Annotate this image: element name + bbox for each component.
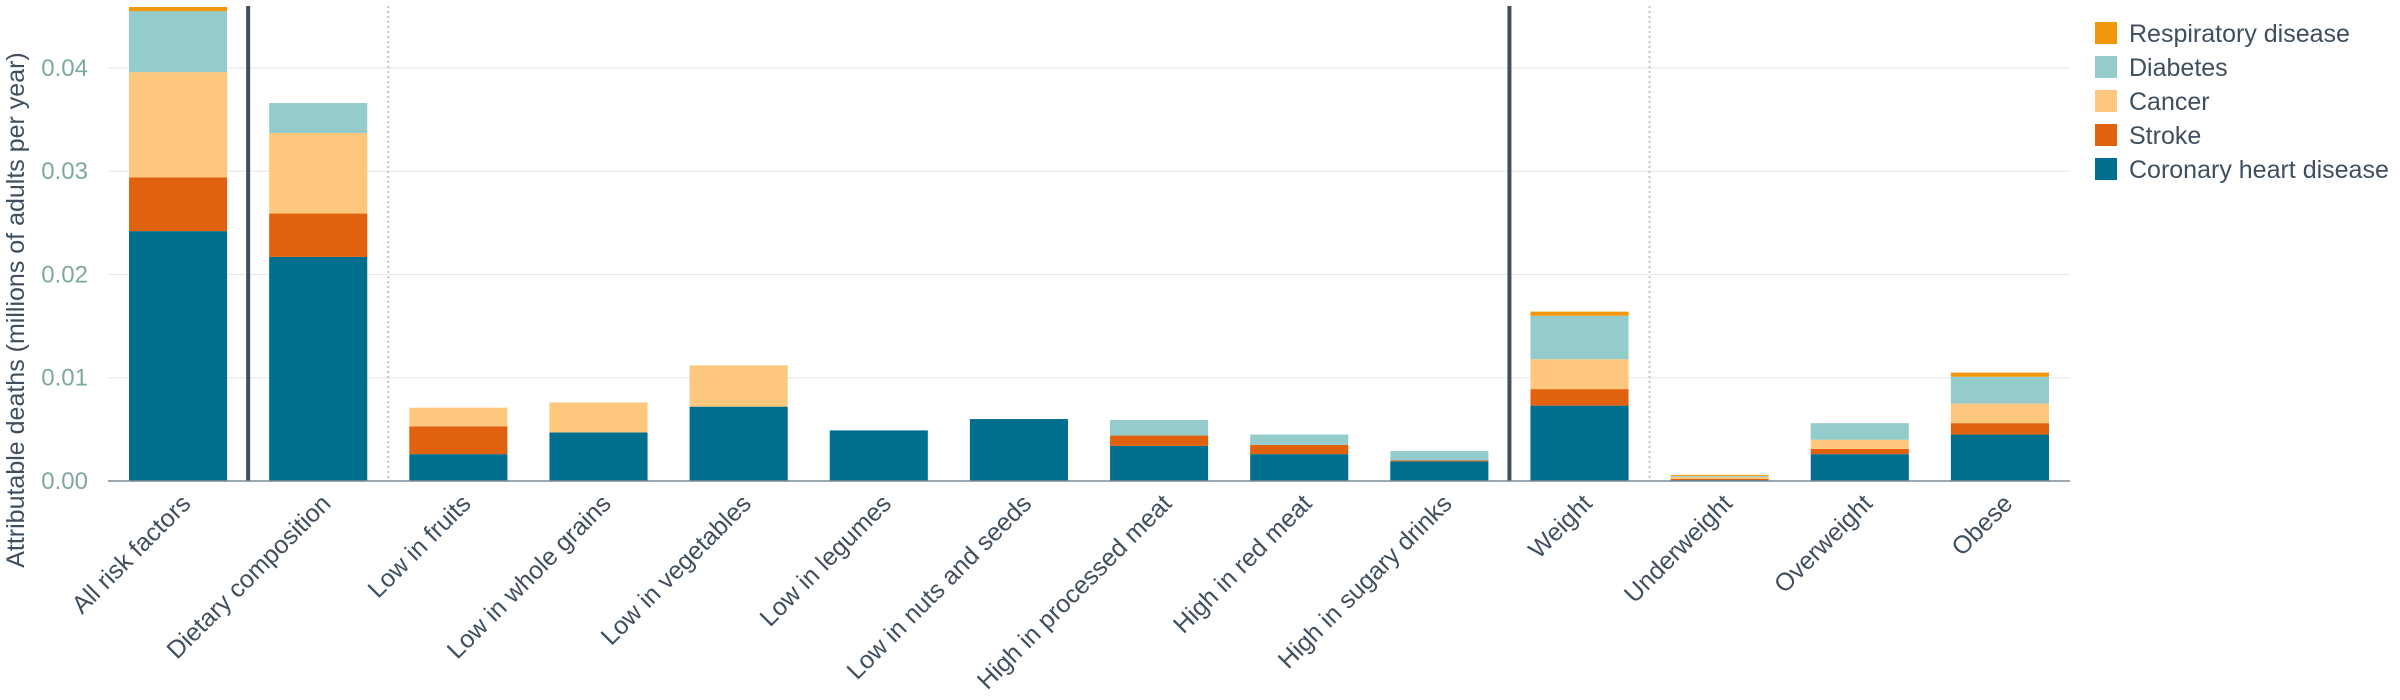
legend-label: Diabetes (2129, 54, 2228, 82)
x-tick-label: Underweight (1619, 489, 1738, 608)
bar-segment-coronary-heart-disease (689, 406, 788, 481)
bar-segment-respiratory-disease (1670, 474, 1769, 476)
x-tick-label: Weight (1523, 489, 1598, 564)
bar-segment-coronary-heart-disease (1810, 454, 1909, 481)
bar-segment-stroke (409, 426, 508, 455)
legend-label: Respiratory disease (2129, 20, 2350, 48)
bar-group-low-in-nuts-and-seeds (969, 419, 1068, 481)
bar-segment-diabetes (1670, 475, 1769, 477)
bar-segment-cancer (1670, 476, 1769, 479)
bar-segment-diabetes (1810, 423, 1909, 440)
legend-label: Coronary heart disease (2129, 156, 2389, 184)
bar-group-overweight (1810, 423, 1909, 481)
bar-group-underweight (1670, 474, 1769, 481)
bar-segment-stroke (269, 213, 368, 257)
y-axis-ticks: 0.00 0.01 0.02 0.03 0.04 (41, 55, 88, 495)
bar-group-weight (1530, 311, 1629, 481)
bar-segment-cancer (269, 133, 368, 214)
bar-segment-cancer (1810, 439, 1909, 449)
y-tick-label: 0.03 (41, 158, 88, 185)
bar-segment-diabetes (1530, 315, 1629, 360)
bar-group-high-in-processed-meat (1110, 420, 1209, 481)
bar-segment-respiratory-disease (1530, 311, 1629, 316)
legend-item-cancer: Cancer (2095, 88, 2210, 116)
legend-item-stroke: Stroke (2095, 122, 2201, 150)
bar-segment-stroke (1810, 448, 1909, 455)
legend-item-diabetes: Diabetes (2095, 54, 2228, 82)
legend-item-coronary-heart-disease: Coronary heart disease (2095, 156, 2389, 184)
bar-segment-coronary-heart-disease (1390, 461, 1489, 481)
bar-segment-diabetes (1390, 451, 1489, 461)
bar-group-high-in-sugary-drinks (1390, 451, 1489, 481)
bar-segment-stroke (1250, 444, 1349, 455)
bar-segment-diabetes (269, 103, 368, 134)
bar-segment-coronary-heart-disease (1110, 445, 1209, 481)
legend-swatch (2095, 124, 2117, 146)
legend-swatch (2095, 158, 2117, 180)
bar-group-low-in-whole-grains (549, 402, 648, 481)
x-tick-label: Obese (1946, 489, 2018, 561)
x-tick-label: Low in fruits (362, 489, 476, 603)
legend-label: Cancer (2129, 88, 2210, 116)
legend-label: Stroke (2129, 122, 2201, 150)
bar-segment-respiratory-disease (129, 7, 228, 12)
legend-item-respiratory-disease: Respiratory disease (2095, 20, 2350, 48)
bar-segment-coronary-heart-disease (409, 454, 508, 481)
y-tick-label: 0.01 (41, 365, 88, 392)
bar-segment-cancer (409, 407, 508, 427)
y-tick-label: 0.00 (41, 468, 88, 495)
bar-segment-cancer (689, 365, 788, 407)
bar-segment-diabetes (129, 11, 228, 73)
gridlines (108, 67, 2070, 379)
legend-swatch (2095, 22, 2117, 44)
bar-segment-coronary-heart-disease (969, 419, 1068, 481)
bar-segment-diabetes (1250, 434, 1349, 445)
y-tick-label: 0.04 (41, 55, 88, 82)
bar-segment-coronary-heart-disease (1950, 434, 2049, 481)
x-tick-label: Low in vegetables (596, 489, 757, 650)
x-tick-label: Low in legumes (754, 489, 897, 632)
bar-group-low-in-fruits (409, 407, 508, 481)
bar-segment-stroke (1110, 435, 1209, 446)
bar-group-all-risk-factors (129, 7, 228, 481)
bar-group-low-in-legumes (829, 430, 928, 481)
bar-segment-coronary-heart-disease (829, 430, 928, 481)
bar-segment-respiratory-disease (1950, 372, 2049, 377)
bar-segment-stroke (1390, 460, 1489, 462)
bar-group-obese (1950, 372, 2049, 481)
bar-group-high-in-red-meat (1250, 434, 1349, 481)
legend-swatch (2095, 90, 2117, 112)
bar-group-dietary-composition (269, 103, 368, 481)
bar-segment-diabetes (1110, 420, 1209, 436)
bar-segment-diabetes (1950, 376, 2049, 404)
y-axis-title: Attributable deaths (millions of adults … (2, 52, 30, 568)
bars (129, 7, 2049, 481)
bar-segment-stroke (1530, 389, 1629, 406)
bar-segment-cancer (549, 402, 648, 433)
bar-segment-cancer (1530, 359, 1629, 390)
bar-segment-coronary-heart-disease (129, 231, 228, 481)
legend: Respiratory disease Diabetes Cancer Stroke C… (2095, 20, 2389, 184)
bar-segment-cancer (129, 72, 228, 178)
bar-segment-coronary-heart-disease (1530, 405, 1629, 481)
x-tick-label: Overweight (1769, 489, 1878, 598)
x-tick-label: High in red meat (1168, 489, 1318, 639)
bar-segment-stroke (129, 177, 228, 232)
bar-segment-coronary-heart-disease (269, 256, 368, 481)
bar-segment-stroke (1670, 478, 1769, 480)
bar-segment-coronary-heart-disease (549, 432, 648, 481)
bar-group-low-in-vegetables (689, 365, 788, 481)
y-tick-label: 0.02 (41, 261, 88, 288)
bar-segment-coronary-heart-disease (1250, 454, 1349, 481)
bar-segment-stroke (1950, 423, 2049, 435)
bar-segment-cancer (1950, 403, 2049, 424)
legend-swatch (2095, 56, 2117, 78)
group-separators (246, 6, 1651, 481)
x-tick-label: All risk factors (66, 489, 196, 619)
